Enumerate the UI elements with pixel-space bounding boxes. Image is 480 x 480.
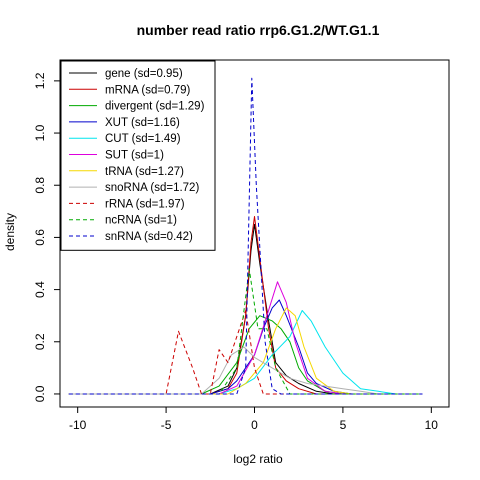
x-tick-label: 10 <box>425 418 439 432</box>
legend-entry: SUT (sd=1) <box>105 150 164 162</box>
series-line <box>68 223 423 395</box>
series-line <box>68 310 423 395</box>
y-axis: 0.0 0.2 0.4 0.6 0.8 1.0 1.2 <box>33 72 60 402</box>
legend-entry: tRNA (sd=1.27) <box>105 166 184 178</box>
series-line <box>68 216 423 395</box>
y-tick-label: 1.0 <box>33 124 47 141</box>
x-tick-label: -10 <box>69 418 87 432</box>
legend-entry: XUT (sd=1.16) <box>105 117 180 129</box>
legend-entry: ncRNA (sd=1) <box>105 215 177 227</box>
y-axis-label: density <box>3 213 17 251</box>
x-axis-label: log2 ratio <box>233 452 283 466</box>
x-axis: -10 -5 0 5 10 <box>69 407 438 432</box>
series-layer <box>68 77 423 395</box>
legend-entry: mRNA (sd=0.79) <box>105 84 190 96</box>
legend-entry: CUT (sd=1.49) <box>105 133 181 145</box>
legend: gene (sd=0.95) mRNA (sd=0.79) divergent (s… <box>60 60 216 251</box>
series-line <box>68 268 423 395</box>
y-tick-label: 0.2 <box>33 333 47 350</box>
chart-title: number read ratio rrp6.G1.2/WT.G1.1 <box>137 22 380 38</box>
y-tick-label: 0.4 <box>33 281 47 298</box>
series-line <box>68 307 423 395</box>
y-tick-label: 0.8 <box>33 177 47 194</box>
legend-entry: snRNA (sd=0.42) <box>105 231 193 243</box>
legend-entry: rRNA (sd=1.97) <box>105 198 185 210</box>
legend-entry: gene (sd=0.95) <box>105 68 183 80</box>
series-line <box>68 299 423 395</box>
x-tick-label: 5 <box>340 418 347 432</box>
legend-entry: divergent (sd=1.29) <box>105 101 205 113</box>
series-line <box>68 77 423 395</box>
y-tick-label: 0.0 <box>33 385 47 402</box>
x-tick-label: -5 <box>161 418 172 432</box>
series-line <box>68 346 423 395</box>
series-line <box>68 315 423 395</box>
x-tick-label: 0 <box>251 418 258 432</box>
y-tick-label: 1.2 <box>33 72 47 89</box>
legend-entry: snoRNA (sd=1.72) <box>105 182 199 194</box>
legend-box <box>60 60 216 251</box>
y-tick-label: 0.6 <box>33 229 47 246</box>
series-line <box>68 281 423 395</box>
